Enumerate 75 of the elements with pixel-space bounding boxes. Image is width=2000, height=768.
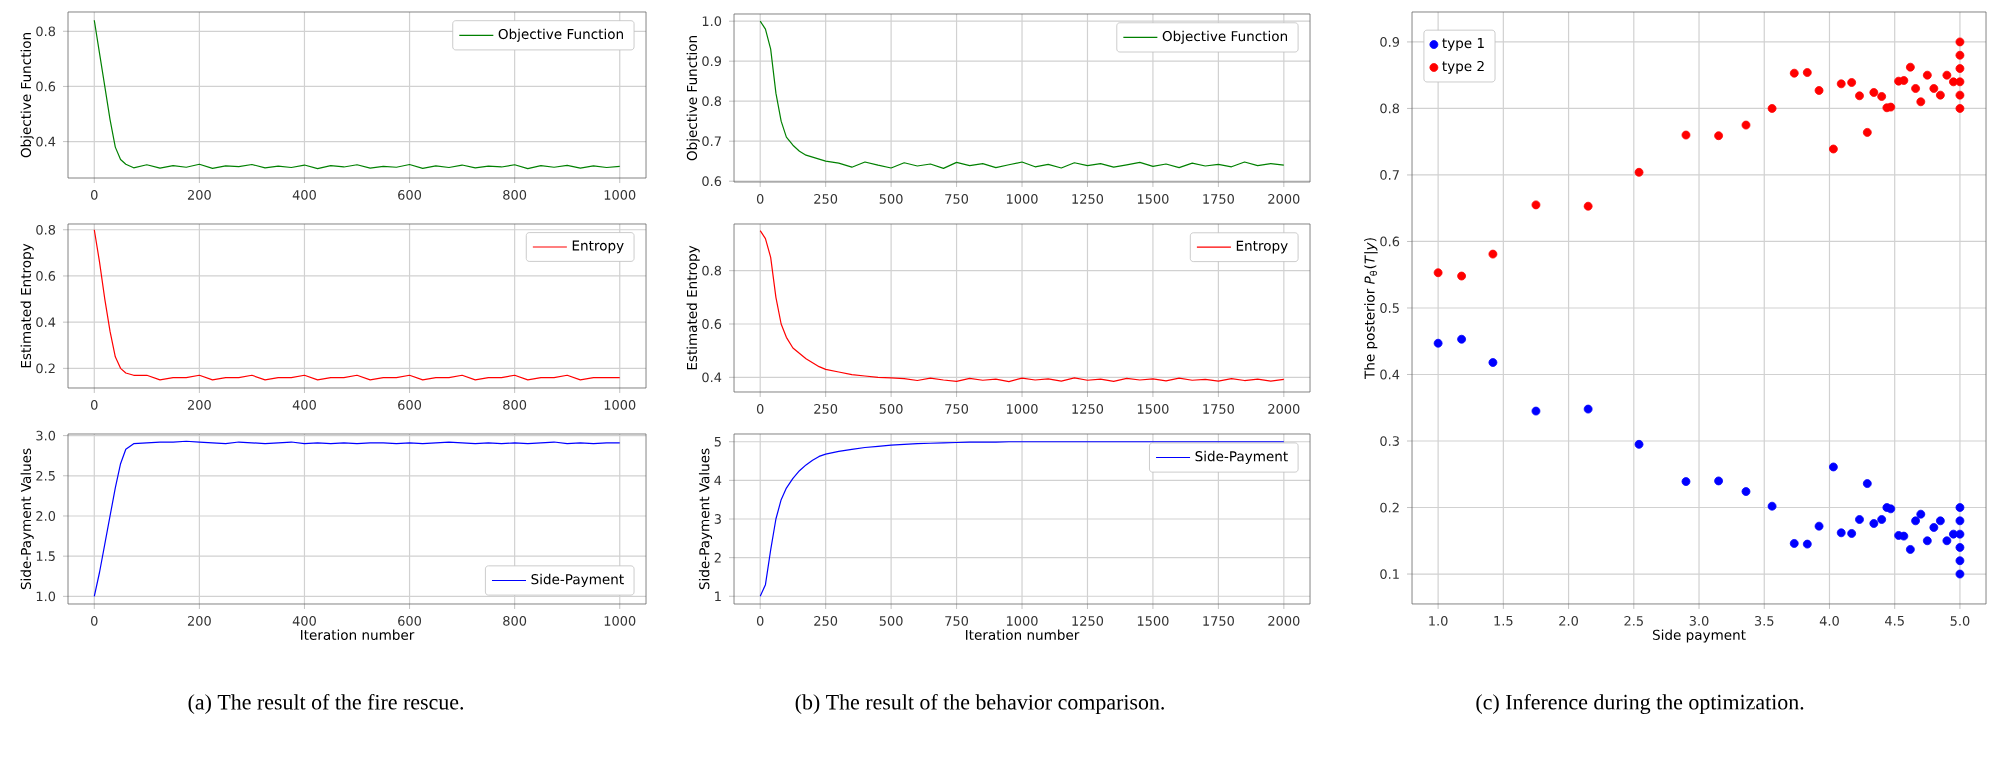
point: [1955, 50, 1965, 60]
point: [1767, 501, 1777, 511]
point: [1802, 539, 1812, 549]
point: [1942, 70, 1952, 80]
point: [1955, 543, 1965, 552]
text: (c) Inference during the optimization.: [1476, 693, 1804, 715]
point: [1935, 90, 1945, 100]
point: [1433, 338, 1443, 348]
point: [1911, 84, 1920, 93]
point: [1955, 556, 1965, 566]
point: [1741, 487, 1751, 496]
point: [1905, 545, 1915, 554]
point: [1955, 529, 1965, 539]
point: [1855, 515, 1864, 524]
point: [1862, 127, 1872, 137]
point: [1789, 68, 1799, 78]
point: [1955, 569, 1965, 579]
text: (a) The result of the fire rescue.: [188, 693, 464, 715]
point: [1911, 516, 1920, 526]
point: [1814, 521, 1824, 531]
point: [1955, 77, 1965, 87]
point: [1899, 531, 1909, 541]
point: [1714, 131, 1723, 141]
point: [1836, 79, 1846, 89]
point: [1949, 77, 1958, 87]
point: [1847, 529, 1857, 538]
point: [1955, 104, 1965, 113]
point: [1802, 68, 1812, 77]
point: [1583, 404, 1593, 414]
text: (b) The result of the behavior comparison.: [795, 693, 1164, 715]
point: [1949, 529, 1958, 539]
point: [1955, 37, 1965, 47]
point: [1869, 519, 1879, 528]
point: [1935, 516, 1945, 526]
point: [1929, 523, 1939, 532]
point: [1828, 462, 1838, 472]
point: [1531, 406, 1541, 416]
point: [1869, 88, 1879, 97]
point: [1862, 479, 1872, 488]
point: [1814, 86, 1824, 95]
point: [1789, 539, 1799, 548]
point: [1634, 439, 1644, 449]
point: [1922, 536, 1932, 546]
point: [1531, 200, 1541, 210]
point: [1681, 477, 1691, 486]
point: [1929, 84, 1939, 93]
point: [1488, 249, 1498, 259]
point: [1714, 476, 1723, 486]
point: [1955, 516, 1965, 526]
point: [1955, 64, 1965, 73]
point: [1767, 104, 1777, 113]
point: [1488, 358, 1498, 367]
point: [1922, 70, 1932, 80]
point: [1899, 76, 1909, 85]
point: [1681, 130, 1691, 140]
point: [1877, 92, 1887, 101]
point: [1855, 91, 1864, 101]
point: [1942, 536, 1952, 546]
point: [1828, 144, 1838, 154]
point: [1634, 167, 1644, 177]
point: [1955, 503, 1965, 512]
point: [1847, 78, 1857, 87]
point: [1916, 509, 1926, 519]
point: [1877, 515, 1887, 524]
line-series: [93, 440, 621, 597]
point: [1457, 334, 1466, 344]
point: [1836, 528, 1846, 538]
point: [1905, 62, 1915, 72]
point: [1583, 201, 1593, 211]
point: [1433, 268, 1443, 278]
point: [1916, 97, 1926, 107]
point: [1955, 90, 1965, 100]
point: [1457, 271, 1466, 281]
point: [1741, 120, 1751, 130]
line-series: [93, 19, 621, 170]
